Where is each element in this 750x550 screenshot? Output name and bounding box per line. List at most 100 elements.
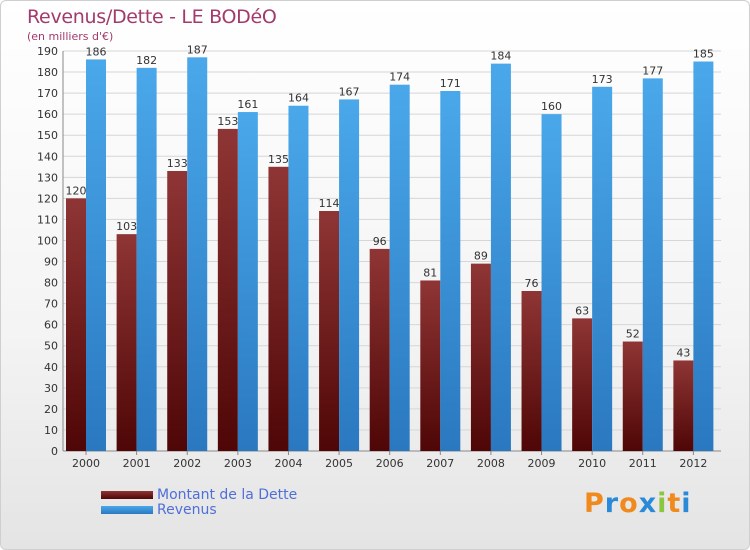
bar-dette	[319, 211, 340, 451]
logo-letter: i	[657, 488, 668, 519]
bar-dette	[66, 198, 86, 451]
y-tick-label: 140	[37, 150, 58, 163]
x-tick-label: 2001	[123, 457, 151, 470]
logo-letter: x	[638, 488, 658, 519]
bar-dette	[622, 341, 643, 451]
x-tick-label: 2012	[679, 457, 707, 470]
data-label: 114	[319, 197, 340, 210]
y-tick-label: 30	[44, 382, 58, 395]
bar-revenus	[187, 57, 208, 451]
data-label: 185	[693, 48, 714, 61]
bar-revenus	[86, 59, 106, 451]
x-tick-label: 2000	[72, 457, 100, 470]
bar-dette	[470, 263, 491, 451]
y-tick-label: 150	[37, 129, 58, 142]
data-label: 177	[642, 64, 663, 77]
legend-item-dette: Montant de la Dette	[101, 486, 298, 503]
bar-revenus	[440, 91, 461, 451]
data-label: 135	[268, 153, 289, 166]
bar-dette	[116, 234, 137, 451]
logo-letter: P	[584, 488, 605, 519]
data-label: 161	[237, 98, 258, 111]
bar-revenus	[592, 86, 613, 451]
data-label: 89	[474, 250, 488, 263]
legend-label-revenus: Revenus	[157, 501, 217, 518]
legend: Montant de la Dette Revenus	[101, 486, 298, 518]
y-tick-label: 80	[44, 277, 58, 290]
data-label: 153	[217, 115, 238, 128]
logo-letter: o	[619, 488, 639, 519]
x-tick-label: 2009	[528, 457, 556, 470]
legend-swatch-revenus	[101, 505, 153, 514]
data-label: 96	[373, 235, 387, 248]
x-tick-label: 2005	[325, 457, 353, 470]
y-tick-label: 70	[44, 298, 58, 311]
data-label: 171	[440, 77, 461, 90]
y-tick-label: 10	[44, 424, 58, 437]
data-label: 43	[676, 346, 690, 359]
bar-revenus	[339, 99, 360, 451]
legend-swatch-dette	[101, 490, 153, 499]
data-label: 52	[626, 328, 640, 341]
bar-revenus	[288, 105, 309, 451]
chart-subtitle: (en milliers d'€)	[27, 30, 114, 43]
data-label: 167	[339, 85, 360, 98]
x-tick-label: 2010	[578, 457, 606, 470]
bar-dette	[167, 171, 188, 451]
y-tick-label: 20	[44, 403, 58, 416]
y-tick-label: 60	[44, 319, 58, 332]
bar-dette	[420, 280, 441, 451]
chart-title: Revenus/Dette - LE BODéO	[27, 6, 277, 28]
x-tick-label: 2002	[173, 457, 201, 470]
logo-letter: r	[604, 488, 620, 519]
legend-label-dette: Montant de la Dette	[157, 486, 298, 503]
y-tick-label: 90	[44, 256, 58, 269]
bar-revenus	[389, 84, 410, 452]
y-tick-label: 40	[44, 361, 58, 374]
x-tick-label: 2006	[376, 457, 404, 470]
y-tick-label: 130	[37, 171, 58, 184]
data-label: 76	[525, 277, 539, 290]
bar-revenus	[693, 61, 714, 452]
y-tick-label: 110	[37, 213, 58, 226]
x-tick-label: 2003	[224, 457, 252, 470]
bar-dette	[369, 248, 390, 451]
x-tick-label: 2007	[426, 457, 454, 470]
legend-item-revenus: Revenus	[101, 501, 297, 518]
bar-dette	[673, 360, 694, 451]
data-label: 182	[136, 54, 157, 67]
y-tick-label: 190	[37, 45, 58, 58]
x-tick-label: 2008	[477, 457, 505, 470]
bar-dette	[521, 291, 542, 451]
bar-revenus	[642, 78, 663, 452]
y-tick-label: 0	[51, 445, 58, 458]
logo-letter: t	[667, 488, 682, 519]
y-tick-label: 170	[37, 87, 58, 100]
y-tick-label: 120	[37, 192, 58, 205]
data-label: 160	[541, 100, 562, 113]
bar-revenus	[237, 112, 258, 451]
bar-revenus	[490, 63, 511, 451]
data-label: 186	[86, 45, 107, 58]
y-tick-label: 180	[37, 66, 58, 79]
bar-revenus	[136, 67, 157, 451]
data-label: 63	[575, 304, 589, 317]
bar-revenus	[541, 114, 562, 451]
data-label: 174	[389, 71, 410, 84]
data-label: 164	[288, 92, 309, 105]
x-tick-label: 2011	[629, 457, 657, 470]
data-label: 81	[423, 266, 437, 279]
y-tick-label: 160	[37, 108, 58, 121]
data-label: 173	[592, 73, 613, 86]
data-label: 103	[116, 220, 137, 233]
x-tick-label: 2004	[274, 457, 302, 470]
logo-letter: i	[681, 488, 692, 519]
bar-dette	[217, 128, 238, 451]
y-tick-label: 100	[37, 234, 58, 247]
data-label: 187	[187, 43, 208, 56]
y-tick-label: 50	[44, 340, 58, 353]
data-label: 120	[66, 184, 87, 197]
data-label: 133	[167, 157, 188, 170]
